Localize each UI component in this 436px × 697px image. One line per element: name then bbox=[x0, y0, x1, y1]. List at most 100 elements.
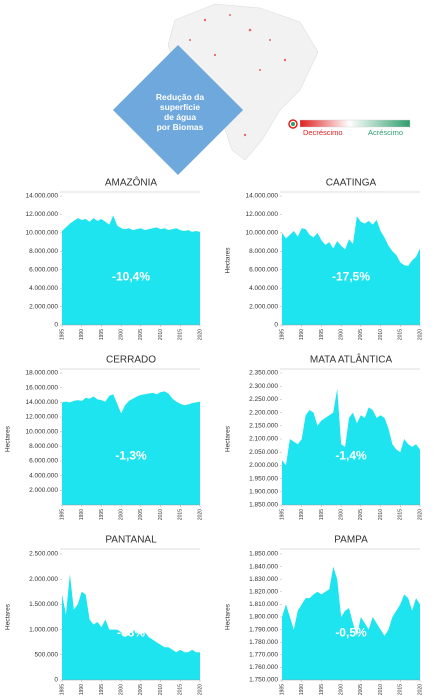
annotation: -10,4% bbox=[112, 269, 150, 283]
x-tick-label: 1985 bbox=[279, 329, 285, 340]
x-tick-label: 2020 bbox=[197, 329, 203, 340]
y-axis-label: Hectares bbox=[5, 603, 12, 630]
x-tick-label: 2020 bbox=[417, 329, 423, 340]
y-axis-label: Hectares bbox=[225, 425, 232, 452]
x-tick-label: 2020 bbox=[197, 509, 203, 520]
y-tick-label: 10.000.000 bbox=[25, 428, 58, 435]
x-tick-label: 2015 bbox=[178, 329, 184, 340]
y-tick-label: 12.000.000 bbox=[25, 211, 58, 218]
title-line: de água bbox=[164, 112, 196, 122]
y-tick-label: 500.000 bbox=[35, 652, 59, 659]
y-tick-label: 8.000.000 bbox=[249, 248, 278, 255]
x-tick-label: 2010 bbox=[158, 684, 164, 695]
x-tick-label: 1985 bbox=[279, 509, 285, 520]
y-tick-label: 2.250.000 bbox=[249, 396, 278, 403]
y-tick-label: 12.000.000 bbox=[25, 414, 58, 421]
y-tick-label: 1.950.000 bbox=[249, 475, 278, 482]
y-tick-label: 8.000.000 bbox=[29, 248, 58, 255]
annotation: -68% bbox=[117, 626, 145, 640]
y-tick-label: 1.810.000 bbox=[249, 601, 278, 608]
y-tick-label: 0 bbox=[54, 677, 58, 684]
x-tick-label: 1995 bbox=[319, 509, 325, 520]
y-tick-label: 16.000.000 bbox=[25, 384, 58, 391]
x-tick-label: 1990 bbox=[79, 684, 85, 695]
x-tick-label: 1990 bbox=[299, 509, 305, 520]
legend: Decréscimo Acréscimo bbox=[288, 119, 411, 137]
x-tick-label: 2015 bbox=[178, 509, 184, 520]
x-tick-label: 2010 bbox=[378, 329, 384, 340]
x-tick-label: 1990 bbox=[79, 509, 85, 520]
y-tick-label: 2.200.000 bbox=[249, 409, 278, 416]
x-tick-label: 1985 bbox=[279, 684, 285, 695]
y-tick-label: 2.050.000 bbox=[249, 449, 278, 456]
x-tick-label: 1995 bbox=[319, 329, 325, 340]
chart-panel: CERRADO Hectares 2.000.000 4.000.000 6.000.0… bbox=[5, 355, 204, 520]
y-tick-label: 1.790.000 bbox=[249, 626, 278, 633]
area bbox=[282, 566, 420, 680]
y-axis-label: Hectares bbox=[5, 425, 12, 452]
x-tick-label: 1995 bbox=[99, 684, 105, 695]
x-tick-label: 2020 bbox=[417, 684, 423, 695]
x-tick-label: 2015 bbox=[398, 684, 404, 695]
x-tick-label: 2020 bbox=[197, 684, 203, 695]
x-tick-label: 2005 bbox=[358, 329, 364, 340]
annotation: -0,5% bbox=[335, 626, 367, 640]
y-tick-label: 2.000.000 bbox=[29, 487, 58, 494]
y-tick-label: 4.000.000 bbox=[29, 285, 58, 292]
title-line: superfície bbox=[160, 102, 200, 112]
y-tick-label: 8.000.000 bbox=[29, 443, 58, 450]
chart-title: CERRADO bbox=[106, 355, 156, 366]
title-diamond: Redução da superfície de água por Biomas bbox=[112, 44, 244, 176]
y-tick-label: 1.770.000 bbox=[249, 652, 278, 659]
y-tick-label: 10.000.000 bbox=[245, 230, 278, 237]
y-tick-label: 2.000.000 bbox=[29, 303, 58, 310]
x-tick-label: 1990 bbox=[79, 329, 85, 340]
area bbox=[282, 388, 420, 505]
x-tick-label: 2005 bbox=[138, 329, 144, 340]
y-tick-label: 4.000.000 bbox=[29, 472, 58, 479]
annotation: -1,4% bbox=[335, 448, 367, 462]
x-tick-label: 2000 bbox=[338, 329, 344, 340]
y-tick-label: 1.780.000 bbox=[249, 639, 278, 646]
y-tick-label: 1.750.000 bbox=[249, 677, 278, 684]
x-tick-label: 2005 bbox=[358, 684, 364, 695]
annotation: -1,3% bbox=[115, 448, 147, 462]
y-tick-label: 12.000.000 bbox=[245, 211, 278, 218]
chart-title: MATA ATLÂNTICA bbox=[310, 353, 393, 366]
x-tick-label: 2015 bbox=[398, 509, 404, 520]
area bbox=[62, 215, 200, 325]
y-tick-label: 1.850.000 bbox=[249, 551, 278, 558]
y-tick-label: 2.100.000 bbox=[249, 436, 278, 443]
legend-label: Decréscimo bbox=[303, 128, 343, 137]
chart-title: PANTANAL bbox=[105, 535, 157, 546]
chart-panel: MATA ATLÂNTICA Hectares 1.850.000 1.900.000… bbox=[225, 353, 424, 520]
y-axis-label: Hectares bbox=[225, 247, 232, 274]
y-tick-label: 1.900.000 bbox=[249, 489, 278, 496]
chart-panel: AMAZÔNIA 0 2.000.000 4.000.000 6.000.000 8.00… bbox=[25, 176, 203, 340]
chart-panel: PANTANAL Hectares 0 500.000 1.000.000 1.500.0… bbox=[5, 535, 204, 695]
x-tick-label: 2000 bbox=[118, 329, 124, 340]
x-tick-label: 2000 bbox=[118, 684, 124, 695]
x-tick-label: 2005 bbox=[358, 509, 364, 520]
y-tick-label: 18.000.000 bbox=[25, 370, 58, 377]
x-tick-label: 1990 bbox=[299, 329, 305, 340]
y-tick-label: 1.760.000 bbox=[249, 664, 278, 671]
y-tick-label: 1.800.000 bbox=[249, 614, 278, 621]
y-tick-label: 0 bbox=[54, 322, 58, 329]
chart-panel: PAMPA Hectares 1.750.000 1.760.000 1.770.000… bbox=[225, 535, 424, 695]
y-tick-label: 14.000.000 bbox=[25, 193, 58, 200]
x-tick-label: 1985 bbox=[59, 329, 65, 340]
x-tick-label: 1995 bbox=[99, 509, 105, 520]
x-tick-label: 2000 bbox=[338, 509, 344, 520]
y-tick-label: 2.300.000 bbox=[249, 383, 278, 390]
y-tick-label: 1.850.000 bbox=[249, 502, 278, 509]
y-tick-label: 1.820.000 bbox=[249, 589, 278, 596]
chart-title: AMAZÔNIA bbox=[105, 176, 158, 189]
area bbox=[62, 391, 200, 505]
area bbox=[62, 574, 200, 680]
y-tick-label: 6.000.000 bbox=[29, 458, 58, 465]
x-tick-label: 2005 bbox=[138, 509, 144, 520]
y-tick-label: 2.000.000 bbox=[29, 576, 58, 583]
